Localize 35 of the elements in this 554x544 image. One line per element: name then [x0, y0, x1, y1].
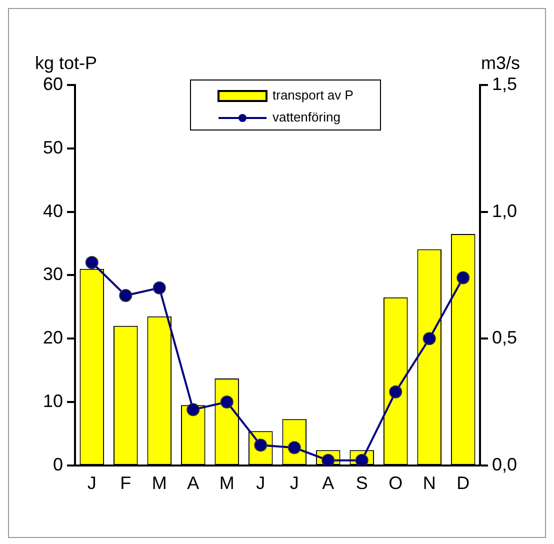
y-tick-label: 60 — [42, 74, 64, 94]
y-tick-label: 0 — [53, 454, 64, 474]
point — [422, 332, 436, 346]
x-tick-label: O — [388, 473, 403, 494]
point — [186, 403, 200, 416]
y-tick-label: 30 — [42, 264, 64, 284]
y-tick-label: 40 — [42, 200, 64, 221]
y2-axis-title: m3/s — [480, 53, 520, 73]
y2-tick-label: 1,0 — [492, 200, 518, 221]
x-tick-label: N — [422, 473, 436, 494]
legend-label: vattenföring — [272, 110, 340, 125]
point — [152, 281, 166, 294]
x-tick-label: F — [120, 473, 132, 494]
x-tick-label: J — [290, 473, 299, 494]
x-tick-label: M — [152, 473, 167, 494]
x-tick-label: A — [187, 473, 200, 494]
x-tick-label: J — [256, 473, 266, 494]
point — [456, 271, 470, 284]
y-tick-label: 20 — [42, 328, 64, 348]
x-tick-label: J — [87, 473, 96, 494]
y2-tick-label: 0,5 — [492, 328, 518, 348]
x-tick-label: A — [322, 473, 334, 494]
y-tick-label: 50 — [42, 137, 64, 158]
x-tick-label: S — [356, 473, 368, 494]
y2-tick-label: 1,5 — [492, 74, 518, 94]
y-axis-title: kg tot-P — [35, 53, 98, 73]
point — [220, 396, 234, 408]
point — [119, 288, 132, 302]
y-tick-label: 10 — [42, 390, 64, 411]
x-tick-label: M — [219, 473, 234, 494]
point — [389, 385, 402, 398]
legend-label: transport av P — [272, 88, 354, 103]
x-tick-label: D — [456, 473, 470, 494]
point — [85, 256, 98, 270]
y2-tick-label: 0,0 — [492, 454, 518, 474]
